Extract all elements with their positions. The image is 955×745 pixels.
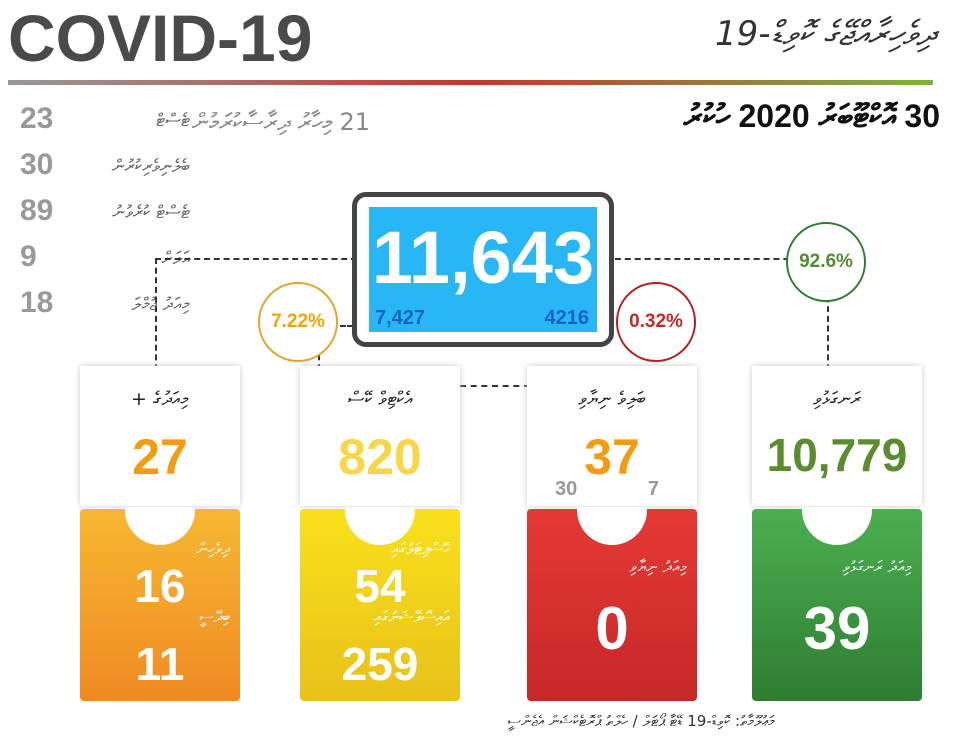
observation: 21 މިހާރު ދިރާސާކުރަމުން — [191, 108, 370, 136]
sub-label: ބިދޭސީ — [199, 607, 230, 626]
side-row: 30 ބެލެނިވެރިކުރުން — [20, 148, 190, 188]
sub-value: 11 — [135, 638, 185, 690]
total-box: 11,643 7,427 4216 — [352, 192, 614, 347]
card-bottom: ދިވެހިން 16 ބިދޭސީ 11 — [80, 507, 240, 701]
side-label: ޓެސްޓް — [156, 110, 190, 131]
card-top: މިއަދުގެ + 27 — [80, 366, 240, 506]
side-label: މިއަދު ޖުމްލަ — [131, 294, 190, 315]
side-row: 89 ޓެސްޓް ކުރެވުނު — [20, 194, 190, 234]
sub-label: މިއަދު ނިޔާވި — [629, 557, 687, 576]
side-row: 18 މިއަދު ޖުމްލަ — [20, 286, 190, 326]
card-value: 37 — [584, 429, 640, 485]
card: މިއަދުގެ + 27 ދިވެހިން 16 ބިދޭސީ 11 — [80, 366, 240, 701]
card-label: ބަލިވެ ނިޔާވި — [578, 388, 646, 410]
sub-label: ދިވެހިން — [195, 539, 230, 558]
side-value: 18 — [20, 286, 54, 319]
notch — [802, 507, 872, 545]
card: ރަނގަޅުވި 10,779 މިއަދު ރަނގަޅުވި 39 — [752, 366, 922, 701]
card-bottom: މިއަދު ނިޔާވި 0 — [527, 507, 697, 701]
sub-value: 54 — [354, 560, 406, 612]
total-value: 11,643 — [371, 216, 595, 299]
sub-value: 39 — [803, 595, 871, 662]
percent-active: 7.22% — [258, 282, 338, 362]
card-split: 7 — [647, 478, 659, 500]
percent-recovered: 92.6% — [786, 222, 866, 302]
sub-label: އައިސޮލޭޝަނުގައި — [373, 607, 450, 626]
side-value: 89 — [20, 194, 54, 227]
total-panel: 11,643 7,427 4216 — [369, 207, 597, 332]
notch — [125, 507, 195, 545]
sub-label: މިއަދު ރަނގަޅުވި — [842, 557, 912, 576]
side-label: ޓެސްޓް ކުރެވުނު — [112, 202, 190, 223]
sub-value: 259 — [341, 638, 419, 690]
card-bottom: ހޮސްޕިޓަލުގައި 54 އައިސޮލޭޝަނުގައި 259 — [300, 507, 460, 701]
card-label: ރަނގަޅުވި — [813, 388, 861, 410]
card-value: 27 — [132, 429, 188, 485]
side-row: 23 ޓެސްޓް — [20, 102, 190, 142]
date: 30 އޮކްޓޫބަރު 2020 ހުކުރު — [683, 98, 940, 134]
title: COVID-19 — [8, 1, 313, 75]
card-bottom: މިއަދު ރަނގަޅުވި 39 — [752, 507, 922, 701]
sub-value: 16 — [134, 560, 186, 612]
notch — [577, 507, 647, 545]
percent-deaths: 0.32% — [616, 282, 696, 362]
card-value: 820 — [338, 429, 422, 485]
sub-value: 0 — [595, 595, 629, 662]
card-top: ބަލިވެ ނިޔާވި 37 30 7 — [527, 366, 697, 506]
sub-label: ހޮސްޕިޓަލުގައި — [391, 539, 450, 558]
side-value: 23 — [20, 102, 54, 135]
card-split: 30 — [555, 478, 578, 500]
card-label: މިއަދުގެ + — [130, 388, 190, 410]
card-top: އެކްޓިވް ކޭސް 820 — [300, 366, 460, 506]
card: އެކްޓިވް ކޭސް 820 ހޮސްޕިޓަލުގައި 54 އައިސޮލޭ… — [300, 366, 460, 701]
side-label: ބެލެނިވެރިކުރުން — [111, 156, 190, 177]
title-local: ދިވެހިރާއްޖޭގެ ކޮވިޑް-19 — [714, 14, 935, 54]
total-right: 4216 — [544, 307, 590, 329]
card-top: ރަނގަޅުވި 10,779 — [752, 366, 922, 506]
footer: މަޢުލޫމާތު: ކޮވިޑް-19 ޑޭޓާ ޕޯޓަލް / ހެލް… — [507, 712, 775, 730]
card-label: އެކްޓިވް ކޭސް — [347, 388, 413, 410]
divider — [8, 80, 933, 85]
side-value: 30 — [20, 148, 54, 181]
card-value: 10,779 — [766, 429, 908, 481]
total-left: 7,427 — [375, 307, 426, 329]
side-value: 9 — [20, 240, 37, 273]
card: ބަލިވެ ނިޔާވި 37 30 7 މިއަދު ނިޔާވި 0 — [527, 366, 697, 701]
